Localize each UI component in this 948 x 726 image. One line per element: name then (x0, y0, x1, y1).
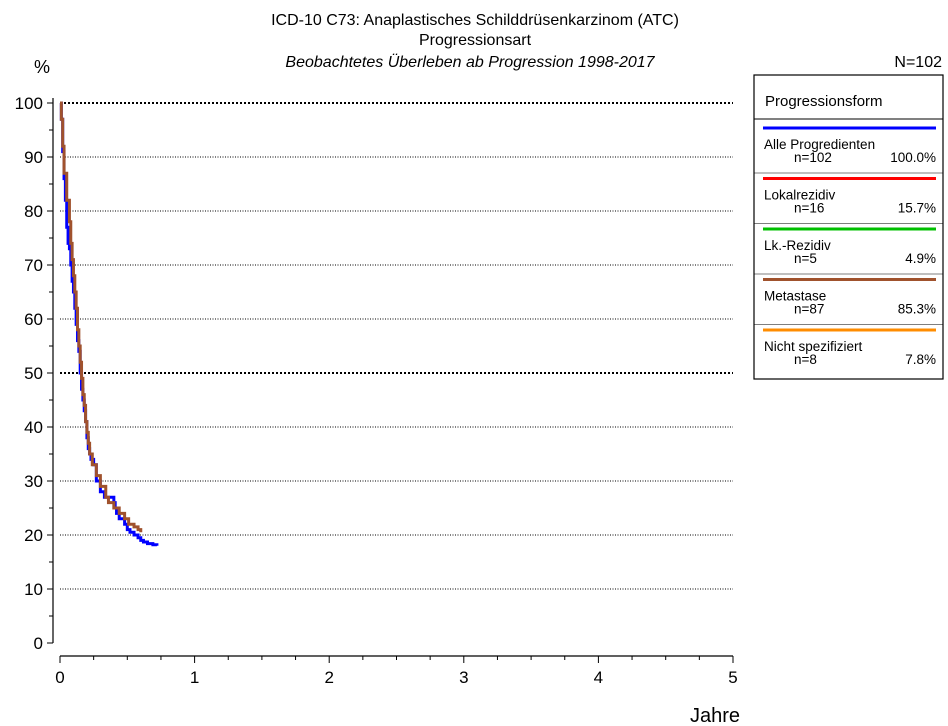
y-unit-label: % (34, 57, 50, 77)
title-line3: Beobachtetes Überleben ab Progression 19… (285, 53, 655, 71)
legend-count-lokalrezidiv: n=16 (794, 201, 824, 216)
y-tick-label-10: 10 (24, 580, 43, 599)
legend-percent-nicht-spezifiziert: 7.8% (905, 352, 936, 367)
legend-label-lokalrezidiv: Lokalrezidiv (764, 188, 836, 203)
legend-count-lk-rezidiv: n=5 (794, 251, 817, 266)
axes (52, 98, 733, 657)
y-tick-label-20: 20 (24, 526, 43, 545)
legend-label-lk-rezidiv: Lk.-Rezidiv (764, 238, 831, 253)
n-total-label: N=102 (894, 54, 942, 71)
legend: Progressionsform Alle Progredientenn=102… (753, 74, 944, 380)
legend-label-nicht-spezifiziert: Nicht spezifiziert (764, 339, 863, 354)
x-tick-label-2: 2 (324, 668, 333, 687)
y-tick-label-90: 90 (24, 148, 43, 167)
y-tick-label-80: 80 (24, 202, 43, 221)
x-tick-label-0: 0 (55, 668, 64, 687)
title-line1: ICD-10 C73: Anaplastisches Schilddrüsenk… (271, 12, 679, 29)
legend-percent-alle-progredienten: 100.0% (890, 150, 936, 165)
x-axis-label: Jahre (690, 705, 740, 726)
y-tick-label-40: 40 (24, 418, 43, 437)
legend-label-metastase: Metastase (764, 289, 826, 304)
title-line2: Progressionsart (419, 32, 532, 49)
y-tick-label-100: 100 (15, 94, 43, 113)
legend-count-metastase: n=87 (794, 302, 824, 317)
legend-label-alle-progredienten: Alle Progredienten (764, 137, 875, 152)
series-curve-metastase (59, 101, 143, 533)
y-tick-label-60: 60 (24, 310, 43, 329)
y-tick-label-50: 50 (24, 364, 43, 383)
x-ticks: 0 1 2 3 4 5 (55, 656, 738, 687)
x-tick-label-4: 4 (594, 668, 603, 687)
series-curves (59, 101, 159, 547)
y-tick-label-70: 70 (24, 256, 43, 275)
legend-percent-lk-rezidiv: 4.9% (905, 251, 936, 266)
x-tick-label-3: 3 (459, 668, 468, 687)
legend-box (753, 74, 944, 380)
legend-count-alle-progredienten: n=102 (794, 150, 832, 165)
y-tick-label-0: 0 (34, 634, 43, 653)
series-curve-alle-progredienten (59, 101, 159, 547)
legend-percent-lokalrezidiv: 15.7% (898, 201, 936, 216)
legend-title: Progressionsform (765, 93, 883, 110)
y-ticks: 0 10 20 30 40 50 60 70 80 90 100 (15, 94, 53, 653)
y-tick-label-30: 30 (24, 472, 43, 491)
legend-percent-metastase: 85.3% (898, 302, 936, 317)
x-tick-label-1: 1 (190, 668, 199, 687)
gridlines (60, 102, 733, 590)
legend-count-nicht-spezifiziert: n=8 (794, 352, 817, 367)
x-tick-label-5: 5 (728, 668, 737, 687)
